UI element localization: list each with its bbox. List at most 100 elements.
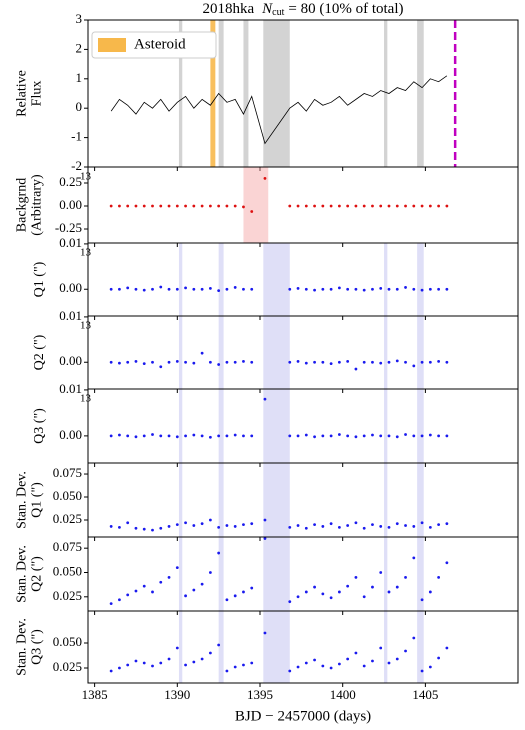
data-point bbox=[313, 435, 316, 439]
data-point bbox=[288, 287, 292, 291]
data-point bbox=[242, 663, 245, 667]
data-point bbox=[428, 590, 432, 594]
data-point bbox=[379, 525, 383, 528]
data-point bbox=[329, 666, 333, 670]
y-tick-label: -0.25 bbox=[55, 220, 82, 235]
data-point bbox=[337, 662, 341, 666]
panel bbox=[109, 611, 449, 683]
data-point bbox=[329, 596, 333, 600]
data-point bbox=[192, 433, 196, 437]
data-point bbox=[412, 636, 416, 640]
data-point bbox=[420, 434, 424, 438]
y-tick-label: 0.025 bbox=[53, 659, 82, 674]
data-point bbox=[167, 575, 171, 579]
data-point bbox=[208, 286, 212, 290]
y-tick-label: 0.050 bbox=[53, 634, 82, 649]
title-rest: = 80 (10% of total) bbox=[288, 1, 403, 17]
data-point bbox=[304, 433, 308, 437]
data-point bbox=[142, 434, 146, 438]
data-point bbox=[250, 522, 254, 526]
data-point bbox=[151, 528, 154, 532]
data-point bbox=[395, 435, 399, 439]
data-point bbox=[304, 361, 308, 365]
data-point bbox=[184, 286, 187, 290]
y-tick-label: 0.025 bbox=[53, 588, 82, 603]
y-tick-label: 0.00 bbox=[59, 353, 82, 368]
data-point bbox=[134, 526, 138, 530]
data-point bbox=[337, 590, 341, 594]
x-tick-label: 1405 bbox=[412, 687, 438, 702]
data-point bbox=[225, 360, 229, 364]
data-point bbox=[445, 646, 449, 650]
data-point bbox=[437, 434, 441, 438]
data-point bbox=[296, 524, 300, 527]
data-point bbox=[184, 204, 187, 208]
data-point bbox=[337, 525, 341, 529]
shaded-region bbox=[384, 389, 388, 463]
shaded-region bbox=[417, 463, 424, 537]
data-point bbox=[288, 669, 292, 673]
y-axis-label: Stan. Dev. bbox=[15, 618, 30, 676]
data-point bbox=[346, 204, 350, 208]
data-point bbox=[250, 287, 254, 291]
data-point bbox=[428, 287, 432, 291]
data-point bbox=[428, 360, 432, 364]
data-point bbox=[445, 204, 449, 208]
shaded-region bbox=[263, 316, 290, 389]
data-point bbox=[354, 575, 358, 579]
data-point bbox=[428, 204, 432, 208]
data-point bbox=[217, 204, 221, 208]
y-tick-label: 1 bbox=[76, 70, 83, 85]
data-point bbox=[412, 434, 416, 438]
data-point bbox=[118, 361, 121, 365]
data-point bbox=[109, 669, 113, 673]
data-point bbox=[445, 434, 449, 438]
data-point bbox=[126, 434, 130, 438]
data-point bbox=[404, 433, 407, 436]
data-point bbox=[126, 663, 130, 667]
data-point bbox=[404, 649, 407, 653]
data-point bbox=[321, 360, 325, 364]
y-tick-label: 0.00 bbox=[59, 197, 82, 212]
data-point bbox=[118, 433, 121, 437]
y-tick-label: 0.075 bbox=[53, 539, 82, 554]
data-point bbox=[192, 204, 196, 208]
panel bbox=[109, 243, 449, 316]
shaded-region bbox=[384, 611, 388, 683]
data-point bbox=[354, 367, 358, 371]
data-point bbox=[371, 659, 374, 663]
offset-label: 13 bbox=[80, 320, 92, 332]
data-point bbox=[263, 518, 267, 522]
data-point bbox=[109, 525, 113, 528]
y-axis-label: Q3 (") bbox=[32, 408, 47, 444]
chart-title: 2018hka Ncut = 80 (10% of total) bbox=[202, 1, 403, 18]
data-point bbox=[437, 359, 441, 363]
data-point bbox=[233, 204, 237, 208]
data-point bbox=[159, 580, 163, 584]
data-point bbox=[387, 434, 391, 438]
shaded-region bbox=[218, 389, 224, 463]
data-point bbox=[151, 664, 154, 668]
shaded-region bbox=[218, 316, 224, 389]
data-point bbox=[142, 362, 146, 366]
data-point bbox=[362, 664, 366, 668]
data-point bbox=[175, 523, 179, 526]
data-point bbox=[428, 433, 432, 437]
data-point bbox=[445, 360, 449, 364]
panel bbox=[109, 167, 449, 243]
data-point bbox=[321, 204, 325, 208]
shaded-region bbox=[263, 20, 290, 167]
data-point bbox=[233, 525, 237, 528]
data-point bbox=[395, 657, 399, 661]
data-point bbox=[371, 585, 374, 589]
data-point bbox=[304, 204, 308, 208]
data-point bbox=[346, 434, 350, 438]
data-point bbox=[250, 360, 254, 364]
shaded-region bbox=[263, 463, 290, 537]
data-point bbox=[304, 526, 308, 530]
panel bbox=[109, 537, 449, 611]
shaded-region bbox=[263, 243, 290, 316]
data-point bbox=[134, 659, 138, 663]
data-point bbox=[208, 518, 212, 522]
data-point bbox=[337, 286, 341, 290]
